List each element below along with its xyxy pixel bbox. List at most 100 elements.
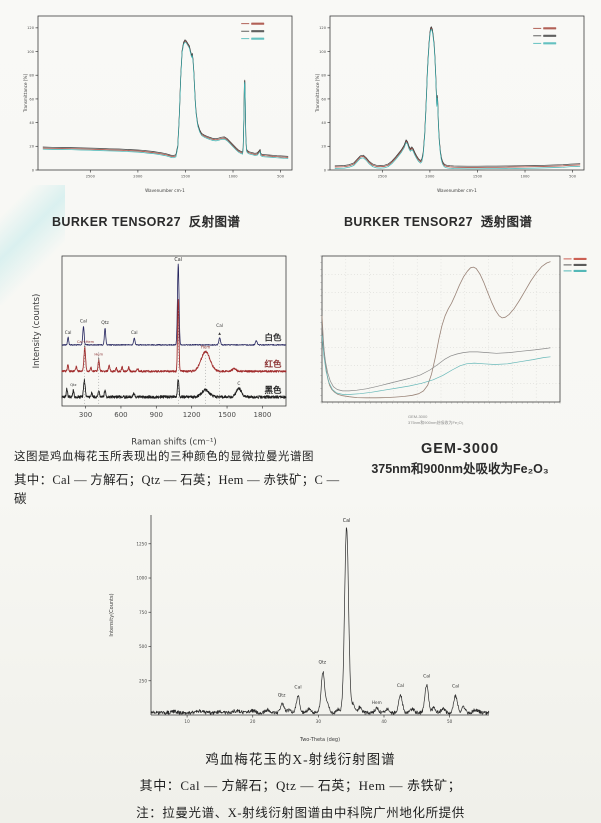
svg-text:1000: 1000 xyxy=(136,576,147,581)
svg-text:2000: 2000 xyxy=(425,175,435,179)
svg-text:1000: 1000 xyxy=(520,175,530,179)
svg-text:黑色: 黑色 xyxy=(265,385,283,396)
svg-text:120: 120 xyxy=(27,26,35,30)
svg-text:Qtz: Qtz xyxy=(278,693,286,699)
svg-text:Qtz: Qtz xyxy=(70,382,76,387)
ir-reflection-plot: 2500 2000 1500 1000 500 0 20 40 60 80 100 120 Wavenu… xyxy=(23,15,293,193)
svg-text:Hem: Hem xyxy=(201,344,210,349)
ir-reflection-caption-cn: 反射图谱 xyxy=(188,215,241,229)
svg-text:80: 80 xyxy=(29,74,34,78)
svg-text:120: 120 xyxy=(319,26,327,30)
svg-text:Cal: Cal xyxy=(131,330,138,335)
raman-plot: 300 600 900 1200 1500 1800 Raman shifts (cm⁻¹)… xyxy=(32,255,287,448)
svg-text:20: 20 xyxy=(321,145,326,149)
svg-text:1250: 1250 xyxy=(136,541,147,546)
gem-figure: GEM-3000 375nm和900nm处吸收为Fe₂O₃ xyxy=(312,250,594,425)
svg-text:Transmittance [%]: Transmittance [%] xyxy=(23,74,28,114)
svg-text:20: 20 xyxy=(29,145,34,149)
raman-description-line1: 这图是鸡血梅花玉所表现出的三种颜色的显微拉曼光谱图 xyxy=(14,451,314,463)
svg-text:Cal: Cal xyxy=(294,684,301,690)
ir-reflection-caption-en: BURKER TENSOR27 xyxy=(52,215,181,229)
source-note: 注：拉曼光谱、X-射线衍射图谱由中科院广州地化所提供 xyxy=(136,806,465,820)
ir-reflection-caption: BURKER TENSOR27 反射图谱 xyxy=(52,211,240,230)
gem-title: GEM-3000 xyxy=(420,441,500,457)
svg-text:Qtz: Qtz xyxy=(101,320,109,326)
svg-text:Cal: Cal xyxy=(80,319,87,325)
raman-figure: 300 600 900 1200 1500 1800 Raman shifts (cm⁻¹)… xyxy=(30,250,296,448)
svg-text:Cal: Cal xyxy=(452,684,459,690)
svg-text:250: 250 xyxy=(139,678,147,683)
svg-text:Hem: Hem xyxy=(372,700,382,705)
svg-text:100: 100 xyxy=(27,50,35,54)
ir-transmission-caption-cn: 透射图谱 xyxy=(480,215,533,229)
svg-text:Qtz: Qtz xyxy=(318,660,326,666)
svg-text:0: 0 xyxy=(32,168,35,172)
svg-text:1800: 1800 xyxy=(254,411,272,419)
gem-caption: GEM-3000 375nm和900nm处吸收为Fe₂O₃ xyxy=(355,441,565,477)
ir-transmission-caption: BURKER TENSOR27 透射图谱 xyxy=(344,211,532,230)
svg-text:500: 500 xyxy=(569,175,577,179)
xrd-figure: 10 20 30 40 50 250 500 750 1000 1250 Two-Theta (de… xyxy=(103,503,499,749)
gem-subtitle: 375nm和900nm处吸收为Fe₂O₃ xyxy=(371,462,549,476)
svg-text:100: 100 xyxy=(319,50,327,54)
svg-text:60: 60 xyxy=(321,97,326,101)
svg-text:10: 10 xyxy=(184,719,190,724)
svg-text:2500: 2500 xyxy=(86,175,96,179)
svg-text:Cal: Cal xyxy=(343,518,351,524)
svg-text:1200: 1200 xyxy=(183,411,201,419)
svg-text:80: 80 xyxy=(321,74,326,78)
ir-reflection-figure: 2500 2000 1500 1000 500 0 20 40 60 80 100 120 Wavenu… xyxy=(22,6,300,200)
svg-text:40: 40 xyxy=(321,121,326,125)
svg-text:40: 40 xyxy=(381,719,387,724)
svg-text:750: 750 xyxy=(139,610,147,615)
raman-description: 这图是鸡血梅花玉所表现出的三种颜色的显微拉曼光谱图 其中：Cal — 方解石；Q… xyxy=(14,448,349,507)
svg-text:Wavenumber cm-1: Wavenumber cm-1 xyxy=(145,188,185,193)
xrd-plot: 10 20 30 40 50 250 500 750 1000 1250 Two-Theta (de… xyxy=(109,515,490,743)
svg-text:Intensity(Counts): Intensity(Counts) xyxy=(109,593,115,636)
svg-text:20: 20 xyxy=(250,719,256,724)
svg-text:2500: 2500 xyxy=(378,175,388,179)
svg-text:Cal: Cal xyxy=(65,330,72,335)
svg-text:1500: 1500 xyxy=(473,175,483,179)
ir-transmission-figure: 2500 2000 1500 1000 500 0 20 40 60 80 100 120 Wavenu… xyxy=(314,6,592,200)
svg-text:300: 300 xyxy=(79,411,92,419)
gem-plot xyxy=(320,255,587,404)
svg-text:Cal: Cal xyxy=(397,683,404,689)
xrd-title: 鸡血梅花玉的X-射线衍射图谱 xyxy=(205,752,396,767)
svg-text:30: 30 xyxy=(316,719,322,724)
svg-text:Transmittance [%]: Transmittance [%] xyxy=(315,74,320,114)
svg-text:500: 500 xyxy=(139,644,147,649)
bottom-captions: 鸡血梅花玉的X-射线衍射图谱 其中：Cal — 方解石；Qtz — 石英；Hem… xyxy=(0,748,601,821)
gem-small-line1: GEM-3000 xyxy=(408,414,428,419)
svg-text:1500: 1500 xyxy=(218,411,236,419)
svg-text:Raman shifts (cm⁻¹): Raman shifts (cm⁻¹) xyxy=(131,438,216,448)
ir-transmission-caption-en: BURKER TENSOR27 xyxy=(344,215,473,229)
svg-text:↓: ↓ xyxy=(83,343,86,348)
svg-text:▲: ▲ xyxy=(218,331,221,335)
ir-transmission-plot: 2500 2000 1500 1000 500 0 20 40 60 80 100 120 Wavenu… xyxy=(315,15,585,193)
svg-text:Two-Theta (deg): Two-Theta (deg) xyxy=(299,737,340,743)
svg-text:Cal+Hem: Cal+Hem xyxy=(77,340,95,344)
svg-text:60: 60 xyxy=(29,97,34,101)
gem-small-line2: 375nm和900nm处吸收为Fe₂O₃ xyxy=(408,420,464,426)
svg-text:40: 40 xyxy=(29,121,34,125)
svg-text:Cal: Cal xyxy=(174,257,182,263)
gem-small-caption: GEM-3000 375nm和900nm处吸收为Fe₂O₃ xyxy=(408,414,463,427)
svg-text:1000: 1000 xyxy=(228,175,238,179)
svg-text:900: 900 xyxy=(150,411,163,419)
svg-text:Intensity (counts): Intensity (counts) xyxy=(32,294,42,369)
xrd-legend-text: 其中：Cal — 方解石；Qtz — 石英；Hem — 赤铁矿； xyxy=(139,778,462,793)
svg-text:↓: ↓ xyxy=(97,355,100,360)
svg-text:600: 600 xyxy=(114,411,127,419)
svg-text:Hem: Hem xyxy=(94,351,103,356)
svg-text:50: 50 xyxy=(447,719,453,724)
raman-description-line2: 其中：Cal — 方解石；Qtz — 石英；Hem — 赤铁矿；C — 碳 xyxy=(14,473,340,506)
svg-text:0: 0 xyxy=(324,168,327,172)
svg-text:红色: 红色 xyxy=(265,359,283,370)
svg-text:1500: 1500 xyxy=(181,175,191,179)
svg-text:Cal: Cal xyxy=(216,323,223,328)
svg-text:白色: 白色 xyxy=(265,333,283,344)
svg-text:Cal: Cal xyxy=(423,673,430,679)
svg-text:Wavenumber cm-1: Wavenumber cm-1 xyxy=(437,188,477,193)
